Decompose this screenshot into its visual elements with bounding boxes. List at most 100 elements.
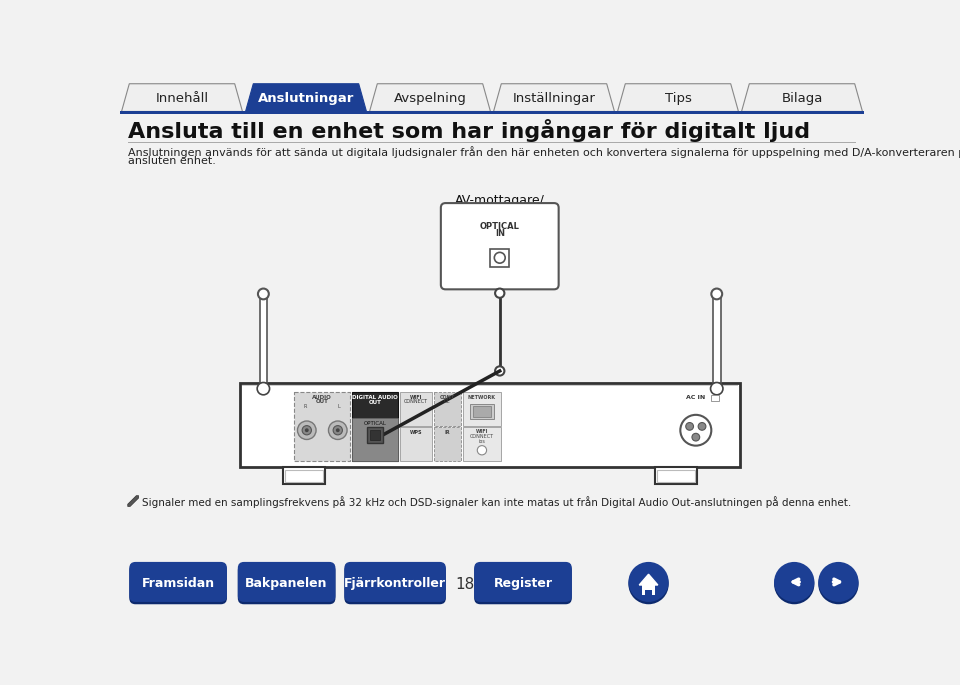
- Text: OUT: OUT: [316, 399, 328, 404]
- FancyBboxPatch shape: [345, 562, 445, 602]
- Circle shape: [298, 421, 316, 440]
- Polygon shape: [639, 574, 658, 585]
- Text: Ansluta till en enhet som har ingångar för digitalt ljud: Ansluta till en enhet som har ingångar f…: [128, 119, 810, 142]
- Polygon shape: [617, 84, 738, 112]
- Bar: [711, 395, 719, 401]
- Text: D/A-konverterare: D/A-konverterare: [446, 204, 553, 217]
- FancyBboxPatch shape: [130, 562, 227, 602]
- Circle shape: [495, 366, 504, 375]
- Circle shape: [711, 288, 722, 299]
- Bar: [399, 427, 432, 461]
- FancyBboxPatch shape: [238, 564, 335, 604]
- Text: AV-mottagare/: AV-mottagare/: [455, 194, 544, 207]
- Polygon shape: [246, 84, 367, 112]
- Text: ansluten enhet.: ansluten enhet.: [128, 156, 216, 166]
- Text: Bilaga: Bilaga: [781, 92, 823, 105]
- Bar: [351, 418, 398, 461]
- FancyBboxPatch shape: [238, 562, 335, 602]
- Text: NETWORK: NETWORK: [468, 395, 496, 400]
- Text: IN: IN: [494, 229, 505, 238]
- Text: R: R: [303, 404, 307, 409]
- Text: DIGITAL AUDIO: DIGITAL AUDIO: [352, 395, 397, 400]
- Text: IR: IR: [444, 430, 450, 435]
- Circle shape: [477, 446, 487, 455]
- Circle shape: [774, 564, 814, 604]
- Circle shape: [629, 564, 669, 604]
- Text: WIFI: WIFI: [475, 429, 489, 434]
- Bar: [463, 427, 501, 461]
- Bar: [285, 469, 324, 482]
- FancyBboxPatch shape: [474, 562, 572, 602]
- Circle shape: [258, 288, 269, 299]
- Bar: [368, 427, 383, 443]
- Bar: [657, 469, 695, 482]
- Circle shape: [710, 382, 723, 395]
- Text: CONT: CONT: [440, 395, 455, 400]
- Circle shape: [302, 425, 311, 435]
- Circle shape: [495, 288, 504, 298]
- FancyBboxPatch shape: [345, 564, 445, 604]
- Circle shape: [681, 415, 711, 446]
- Bar: [642, 585, 655, 595]
- Circle shape: [685, 423, 693, 430]
- Circle shape: [692, 434, 700, 441]
- Text: Inställningar: Inställningar: [513, 92, 595, 105]
- Bar: [463, 392, 501, 425]
- Text: OPTICAL: OPTICAL: [364, 421, 387, 426]
- Text: OUT: OUT: [369, 400, 381, 406]
- Text: WIFI: WIFI: [410, 395, 422, 400]
- Text: 18: 18: [455, 577, 474, 592]
- Bar: [713, 294, 721, 382]
- Bar: [434, 392, 461, 425]
- Circle shape: [328, 421, 348, 440]
- Polygon shape: [370, 84, 491, 112]
- Text: AC IN: AC IN: [686, 395, 706, 400]
- Text: WPS: WPS: [410, 430, 422, 435]
- Bar: [259, 294, 267, 382]
- Text: CONNECT: CONNECT: [404, 399, 428, 404]
- Text: Tips: Tips: [664, 92, 691, 105]
- Bar: [283, 467, 325, 484]
- Bar: [351, 392, 398, 461]
- Bar: [243, 385, 737, 386]
- Text: Fjärrkontroller: Fjärrkontroller: [344, 577, 446, 590]
- Circle shape: [333, 425, 343, 435]
- Bar: [470, 404, 493, 419]
- Text: Anslutningar: Anslutningar: [258, 92, 354, 105]
- Text: ios: ios: [478, 440, 486, 445]
- Text: Signaler med en samplingsfrekvens på 32 kHz och DSD-signaler kan inte matas ut f: Signaler med en samplingsfrekvens på 32 …: [142, 496, 851, 508]
- Circle shape: [336, 428, 340, 432]
- Text: OL: OL: [444, 399, 450, 404]
- Bar: [120, 112, 864, 114]
- Bar: [491, 249, 509, 267]
- Bar: [472, 406, 492, 417]
- Circle shape: [257, 382, 270, 395]
- Polygon shape: [741, 84, 862, 112]
- Circle shape: [818, 562, 858, 602]
- Text: Register: Register: [493, 577, 553, 590]
- FancyBboxPatch shape: [441, 203, 559, 289]
- Bar: [399, 392, 432, 425]
- Bar: [371, 430, 379, 440]
- Bar: [645, 590, 652, 595]
- Bar: [434, 427, 461, 461]
- Text: OPTICAL: OPTICAL: [480, 221, 519, 231]
- Circle shape: [494, 252, 505, 263]
- Text: Bakpanelen: Bakpanelen: [246, 577, 328, 590]
- FancyBboxPatch shape: [474, 564, 572, 604]
- Polygon shape: [493, 84, 614, 112]
- Text: Framsidan: Framsidan: [141, 577, 215, 590]
- Text: Anslutningen används för att sända ut digitala ljudsignaler från den här enheten: Anslutningen används för att sända ut di…: [128, 146, 960, 158]
- Bar: [240, 382, 740, 467]
- Bar: [295, 392, 350, 461]
- Circle shape: [698, 423, 706, 430]
- Circle shape: [305, 428, 309, 432]
- Text: L: L: [338, 404, 341, 409]
- Polygon shape: [128, 496, 138, 506]
- Polygon shape: [122, 84, 243, 112]
- Text: CONNECT: CONNECT: [469, 434, 494, 439]
- Circle shape: [818, 564, 858, 604]
- FancyBboxPatch shape: [130, 564, 227, 604]
- Bar: [655, 467, 697, 484]
- Text: Innehåll: Innehåll: [156, 92, 208, 105]
